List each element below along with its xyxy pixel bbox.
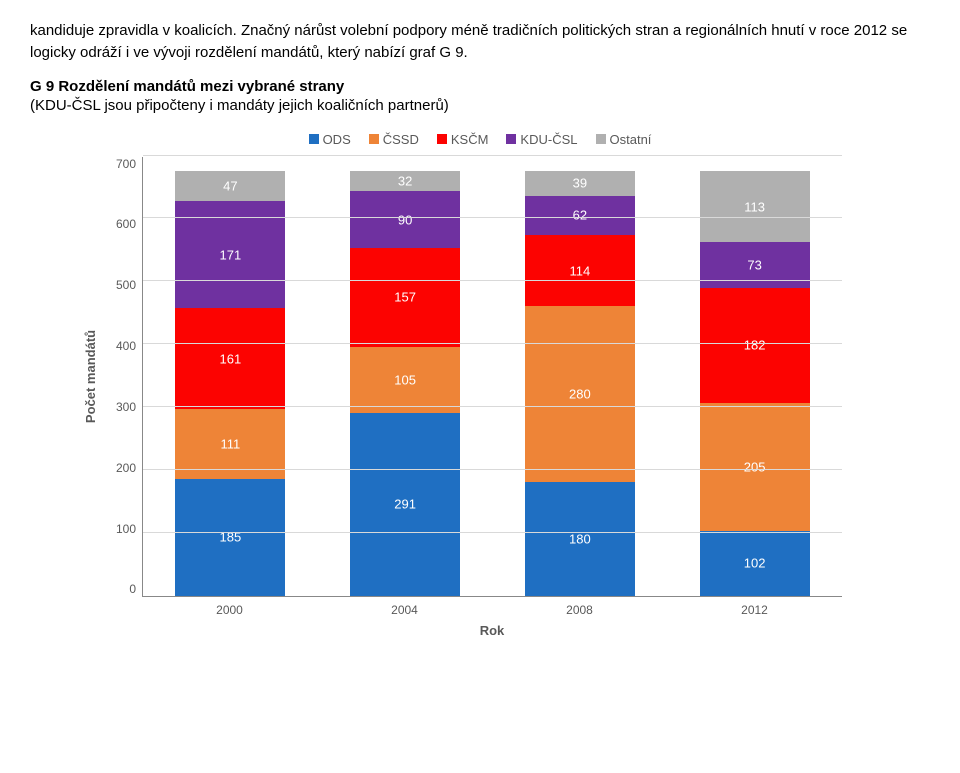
legend-item-ostatní: Ostatní: [596, 132, 652, 147]
y-tick: 0: [129, 582, 136, 596]
legend-item-kdu-čsl: KDU-ČSL: [506, 132, 577, 147]
legend-swatch: [369, 134, 379, 144]
bar-value-label: 157: [350, 290, 460, 305]
gridline: [143, 343, 842, 344]
y-tick: 200: [116, 461, 136, 475]
bar-segment: 114: [525, 235, 635, 307]
bar-value-label: 171: [175, 247, 285, 262]
bar-segment: 157: [350, 248, 460, 347]
bar-value-label: 62: [525, 208, 635, 223]
legend-swatch: [596, 134, 606, 144]
legend-label: KDU-ČSL: [520, 132, 577, 147]
gridline: [143, 469, 842, 470]
chart-area: Počet mandátů 700 600 500 400 300 200 100 0 185…: [80, 157, 880, 597]
x-tick: 2000: [175, 603, 285, 617]
bar-segment: 182: [700, 288, 810, 402]
y-tick: 700: [116, 157, 136, 171]
y-tick: 100: [116, 522, 136, 536]
bar-value-label: 39: [525, 176, 635, 191]
gridline: [143, 217, 842, 218]
bar-segment: 185: [175, 479, 285, 595]
chart-legend: ODS ČSSD KSČM KDU-ČSL Ostatní: [80, 132, 880, 147]
legend-swatch: [309, 134, 319, 144]
bar-segment: 205: [700, 403, 810, 532]
y-tick: 600: [116, 217, 136, 231]
bar-segment: 291: [350, 413, 460, 596]
bar-value-label: 205: [700, 459, 810, 474]
gridline: [143, 155, 842, 156]
bar-segment: 113: [700, 171, 810, 242]
chart-bars: 185 111 161 171 47 291 105 157 90 32 180 280 114 62 39…: [143, 157, 842, 596]
intro-paragraph: kandiduje zpravidla v koalicích. Značný …: [30, 20, 930, 64]
legend-label: ČSSD: [383, 132, 419, 147]
bar-segment: 105: [350, 347, 460, 413]
bar-segment: 161: [175, 308, 285, 409]
bar-value-label: 32: [350, 174, 460, 189]
legend-item-čssd: ČSSD: [369, 132, 419, 147]
bar-value-label: 102: [700, 556, 810, 571]
bar-segment: 90: [350, 191, 460, 248]
x-tick: 2012: [700, 603, 810, 617]
legend-swatch: [506, 134, 516, 144]
bar-value-label: 180: [525, 531, 635, 546]
legend-label: KSČM: [451, 132, 489, 147]
bar-segment: 180: [525, 482, 635, 595]
x-axis-label: Rok: [142, 623, 842, 638]
gridline: [143, 406, 842, 407]
chart-subtitle: (KDU-ČSL jsou připočteny i mandáty jejic…: [30, 97, 930, 114]
y-axis-label: Počet mandátů: [84, 330, 99, 423]
gridline: [143, 280, 842, 281]
bar-value-label: 111: [175, 437, 285, 452]
bar-value-label: 90: [350, 212, 460, 227]
legend-item-ksčm: KSČM: [437, 132, 489, 147]
bar-value-label: 161: [175, 351, 285, 366]
y-axis-label-wrap: Počet mandátů: [80, 157, 102, 597]
bar-segment: 32: [350, 171, 460, 191]
y-tick: 400: [116, 339, 136, 353]
y-tick: 300: [116, 400, 136, 414]
legend-label: Ostatní: [610, 132, 652, 147]
bar-value-label: 73: [700, 258, 810, 273]
bar-value-label: 114: [525, 263, 635, 278]
bar-value-label: 113: [700, 199, 810, 214]
bar-value-label: 280: [525, 387, 635, 402]
x-tick: 2008: [525, 603, 635, 617]
legend-swatch: [437, 134, 447, 144]
bar-segment: 39: [525, 171, 635, 196]
bar-value-label: 182: [700, 338, 810, 353]
bar-value-label: 47: [175, 179, 285, 194]
chart-title: G 9 Rozdělení mandátů mezi vybrané stran…: [30, 78, 930, 95]
chart-container: ODS ČSSD KSČM KDU-ČSL Ostatní Počet mandátů …: [80, 132, 880, 638]
legend-item-ods: ODS: [309, 132, 351, 147]
y-axis-ticks: 700 600 500 400 300 200 100 0: [102, 157, 142, 597]
bar-segment: 102: [700, 531, 810, 595]
bar-segment: 62: [525, 196, 635, 235]
bar-segment: 47: [175, 171, 285, 201]
x-axis-ticks: 2000 2004 2008 2012: [142, 597, 842, 617]
bar-value-label: 291: [350, 497, 460, 512]
gridline: [143, 532, 842, 533]
x-tick: 2004: [350, 603, 460, 617]
chart-plot: 185 111 161 171 47 291 105 157 90 32 180 280 114 62 39…: [142, 157, 842, 597]
legend-label: ODS: [323, 132, 351, 147]
y-tick: 500: [116, 278, 136, 292]
bar-segment: 73: [700, 242, 810, 288]
bar-value-label: 105: [350, 372, 460, 387]
bar-segment: 280: [525, 306, 635, 482]
